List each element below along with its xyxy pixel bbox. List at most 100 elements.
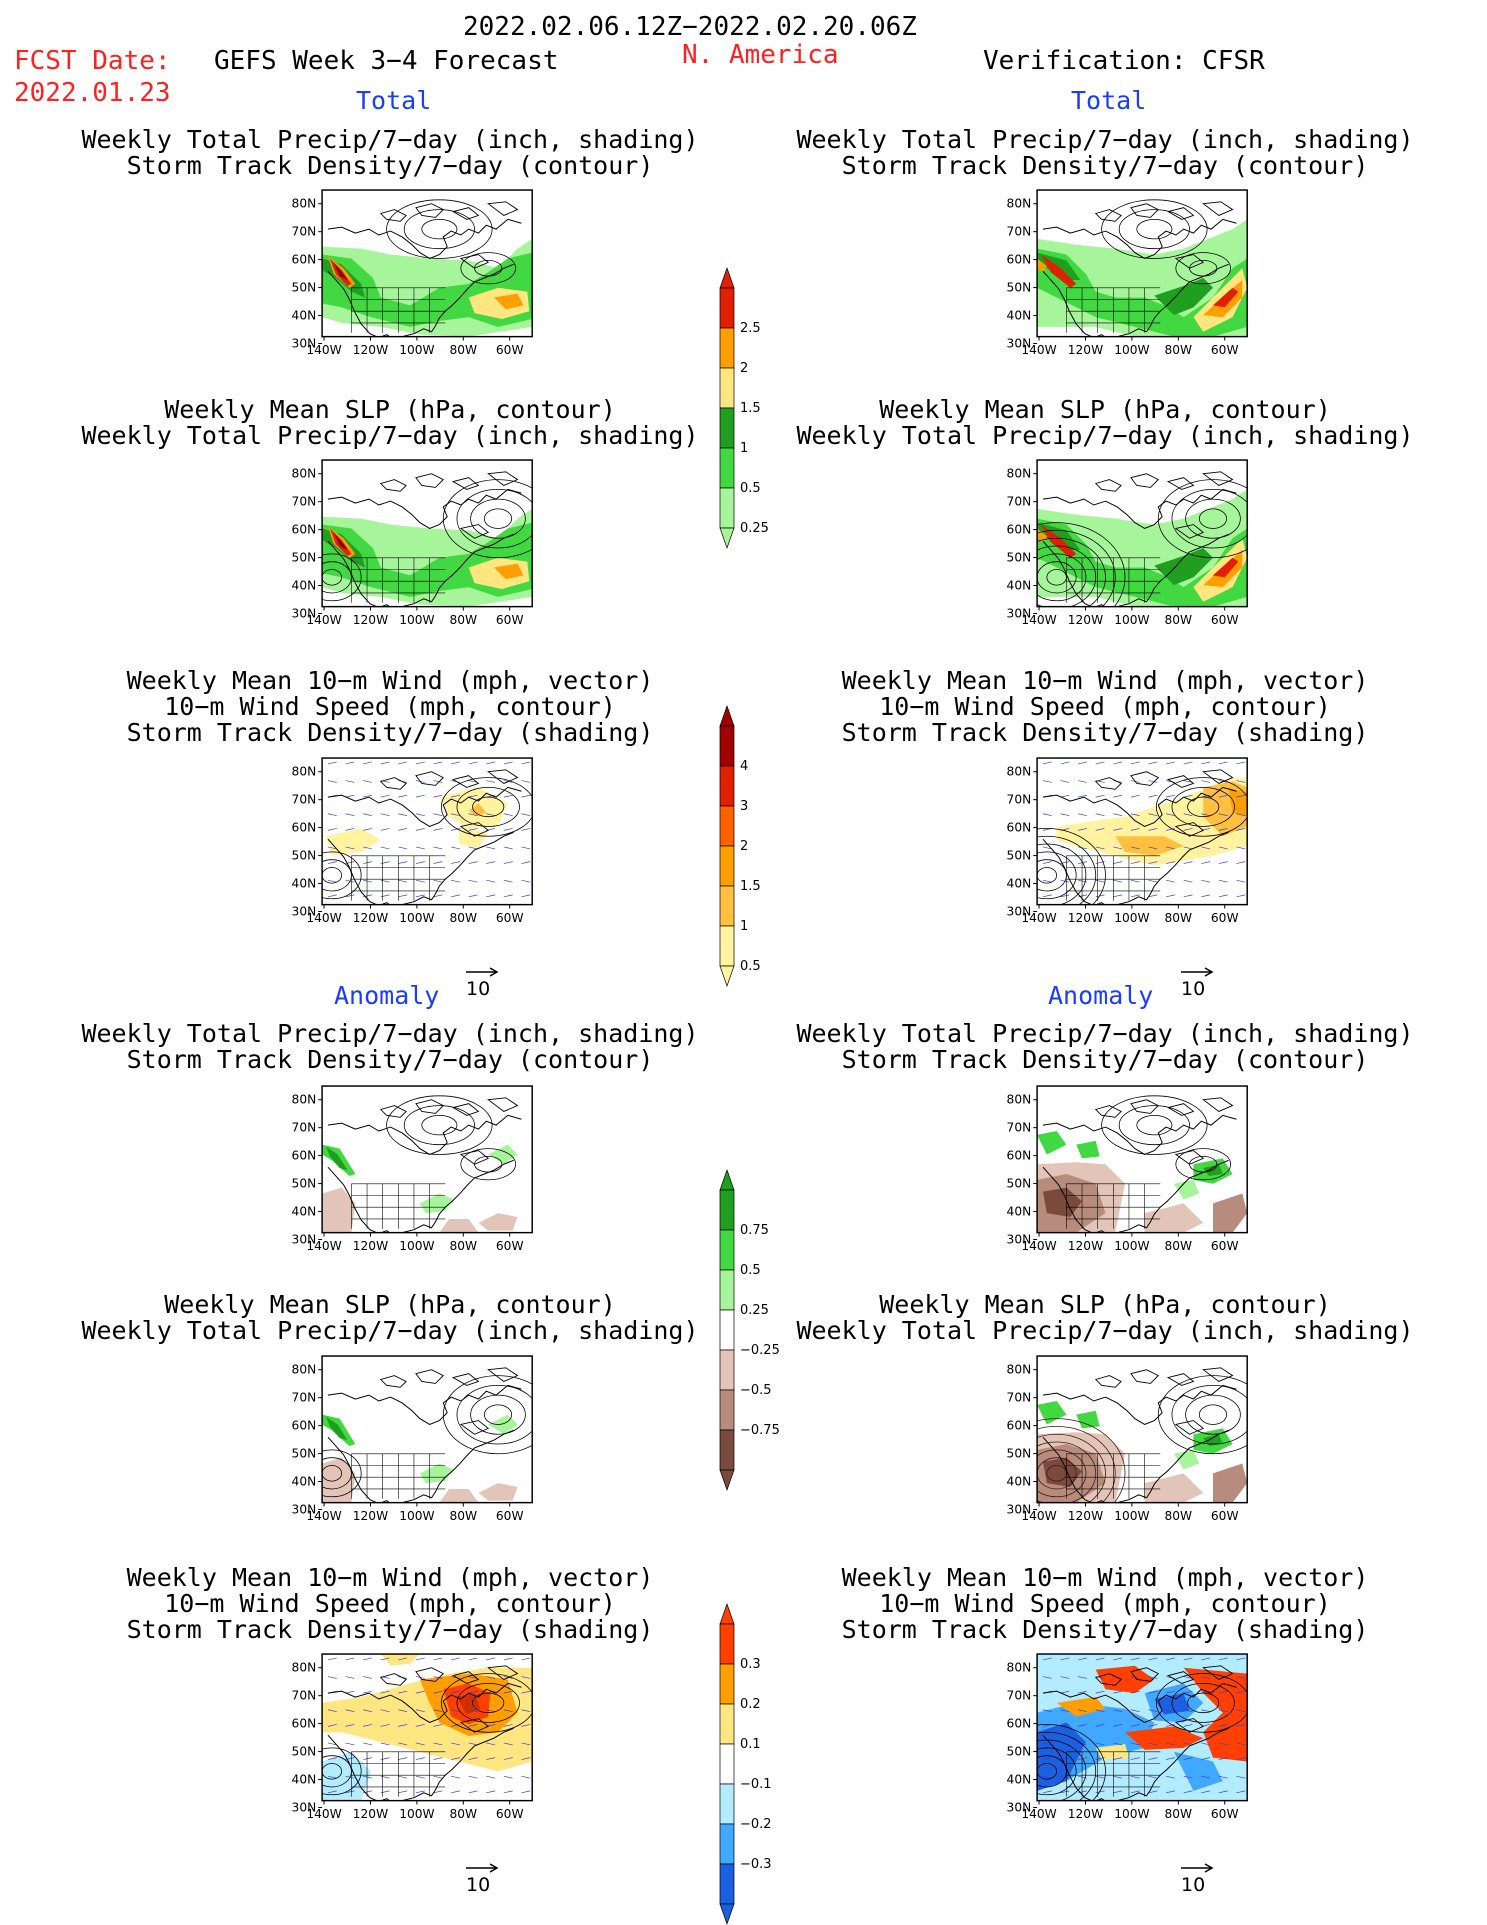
colorbar-label: 0.25: [740, 1303, 769, 1318]
lat-tick-label: 70N: [1007, 225, 1032, 239]
title-l6-line1: Weekly Mean 10−m Wind (mph, vector): [126, 1563, 654, 1592]
title-l6: Weekly Mean 10−m Wind (mph, vector) 10−m …: [40, 1565, 740, 1643]
lat-tick-label: 30N: [1007, 904, 1032, 918]
colorbar-swatch: [719, 287, 735, 329]
map-panel-anom-precip-forecast: 80N 70N 60N 50N 40N 30N 140W 120W 100W 80W 60W: [283, 1084, 533, 1264]
colorbar-label: −0.1: [740, 1777, 772, 1792]
lat-tick-label: 50N: [292, 1176, 317, 1190]
title-l5-line1: Weekly Mean SLP (hPa, contour): [164, 1290, 616, 1319]
title-r3-line2: 10−m Wind Speed (mph, contour): [879, 692, 1331, 721]
arrow-right-icon: [466, 1863, 499, 1873]
colorbar-swatch: [719, 1703, 735, 1745]
lat-tick-label: 70N: [1007, 1391, 1032, 1405]
lon-tick-label: 120W: [1068, 613, 1103, 627]
lon-tick-label: 100W: [1114, 1509, 1149, 1523]
title-l3-line3: Storm Track Density/7−day (shading): [126, 718, 654, 747]
lat-tick-label: 30N: [1007, 1800, 1032, 1814]
map-panel-anom-wind-observed: 80N 70N 60N 50N 40N 30N 140W 120W 100W 80W 60W: [998, 1652, 1248, 1832]
lat-tick-label: 80N: [292, 1363, 317, 1377]
lat-tick-label: 30N: [1007, 1232, 1032, 1246]
lon-tick-label: 100W: [399, 343, 434, 357]
lat-tick-label: 70N: [1007, 1689, 1032, 1703]
vector-ref-value: 10: [466, 1874, 491, 1896]
colorbar-swatch: [719, 765, 735, 807]
lat-tick-label: 50N: [1007, 280, 1032, 294]
lat-tick-label: 70N: [292, 793, 317, 807]
lon-tick-label: 140W: [1021, 1509, 1056, 1523]
colorbar-label: 0.75: [740, 1223, 769, 1238]
title-l2-line1: Weekly Mean SLP (hPa, contour): [164, 395, 616, 424]
map-panel-total-wind-forecast: 80N 70N 60N 50N 40N 30N 140W 120W 100W 80W 60W: [283, 756, 533, 936]
lon-tick-label: 80W: [1165, 343, 1193, 357]
lat-tick-label: 50N: [292, 1744, 317, 1758]
colorbar-swatch: [719, 1189, 735, 1231]
lat-tick-label: 30N: [292, 1800, 317, 1814]
colorbar-label: 0.5: [740, 1263, 761, 1278]
lon-tick-label: 120W: [353, 911, 388, 925]
vector-ref-anom-right: 10: [1181, 1860, 1215, 1895]
colorbar-swatch: [719, 1863, 735, 1905]
lon-tick-label: 80W: [1165, 1807, 1193, 1821]
lon-tick-label: 120W: [1068, 1509, 1103, 1523]
lat-tick-label: 50N: [1007, 1744, 1032, 1758]
map-panel-total-precip-observed: 80N 70N 60N 50N 40N 30N 140W 120W 100W 80W 60W: [998, 188, 1248, 368]
lat-tick-label: 60N: [1007, 523, 1032, 537]
lon-tick-label: 60W: [1211, 1807, 1239, 1821]
colorbar-label: 1: [740, 441, 748, 456]
title-l1-line1: Weekly Total Precip/7−day (inch, shading…: [81, 125, 699, 154]
lat-tick-label: 40N: [1007, 876, 1032, 890]
colorbar-svg: 0.3 0.2 0.1 −0.1 −0.2 −0.3: [719, 1602, 772, 1925]
lat-tick-label: 80N: [292, 467, 317, 481]
lat-tick-label: 50N: [292, 280, 317, 294]
vector-ref-value: 10: [1181, 978, 1206, 1000]
title-l3-line1: Weekly Mean 10−m Wind (mph, vector): [126, 666, 654, 695]
colorbar-svg: 0.75 0.5 0.25 −0.25 −0.5 −0.75: [719, 1168, 780, 1492]
product-title: GEFS Week 3−4 Forecast: [214, 46, 559, 76]
colorbar-swatch: [719, 1663, 735, 1705]
title-l1-line2: Storm Track Density/7−day (contour): [126, 151, 654, 180]
lon-tick-label: 80W: [1165, 1239, 1193, 1253]
colorbar-label: 0.2: [740, 1697, 761, 1712]
lat-tick-label: 70N: [292, 225, 317, 239]
verification-title: Verification: CFSR: [983, 46, 1265, 76]
vector-ref-total-right: 10: [1181, 964, 1215, 999]
lat-tick-label: 60N: [1007, 1419, 1032, 1433]
lon-tick-label: 80W: [1165, 613, 1193, 627]
lat-tick-label: 60N: [1007, 253, 1032, 267]
lon-tick-label: 100W: [1114, 911, 1149, 925]
title-r2-line1: Weekly Mean SLP (hPa, contour): [879, 395, 1331, 424]
title-r1: Weekly Total Precip/7−day (inch, shading…: [755, 127, 1455, 179]
title-l3-line2: 10−m Wind Speed (mph, contour): [164, 692, 616, 721]
section-anomaly-left: Anomaly: [334, 981, 440, 1010]
title-r6-line2: 10−m Wind Speed (mph, contour): [879, 1589, 1331, 1618]
title-r3: Weekly Mean 10−m Wind (mph, vector) 10−m …: [755, 668, 1455, 746]
lat-tick-label: 30N: [292, 336, 317, 350]
title-r2-line2: Weekly Total Precip/7−day (inch, shading…: [796, 421, 1414, 450]
colorbar-swatch: [719, 725, 735, 767]
colorbar-swatch: [719, 1623, 735, 1665]
lon-tick-label: 60W: [496, 343, 524, 357]
lon-tick-label: 60W: [1211, 613, 1239, 627]
lat-tick-label: 60N: [1007, 1149, 1032, 1163]
colorbar-swatch: [719, 845, 735, 887]
lon-tick-label: 60W: [1211, 343, 1239, 357]
colorbar-swatch: [719, 1429, 735, 1471]
colorbar-label: 0.1: [740, 1737, 761, 1752]
lat-tick-label: 50N: [1007, 1176, 1032, 1190]
colorbar-label: −0.2: [740, 1817, 772, 1832]
lat-tick-label: 60N: [292, 523, 317, 537]
lat-tick-label: 80N: [292, 765, 317, 779]
colorbar-label: 2.5: [740, 321, 761, 336]
lon-tick-label: 140W: [306, 613, 341, 627]
lon-tick-label: 140W: [306, 911, 341, 925]
title-l6-line2: 10−m Wind Speed (mph, contour): [164, 1589, 616, 1618]
lon-tick-label: 140W: [1021, 1239, 1056, 1253]
section-total-right: Total: [1071, 86, 1147, 115]
lat-tick-label: 70N: [292, 495, 317, 509]
arrow-right-icon: [1181, 1863, 1214, 1873]
